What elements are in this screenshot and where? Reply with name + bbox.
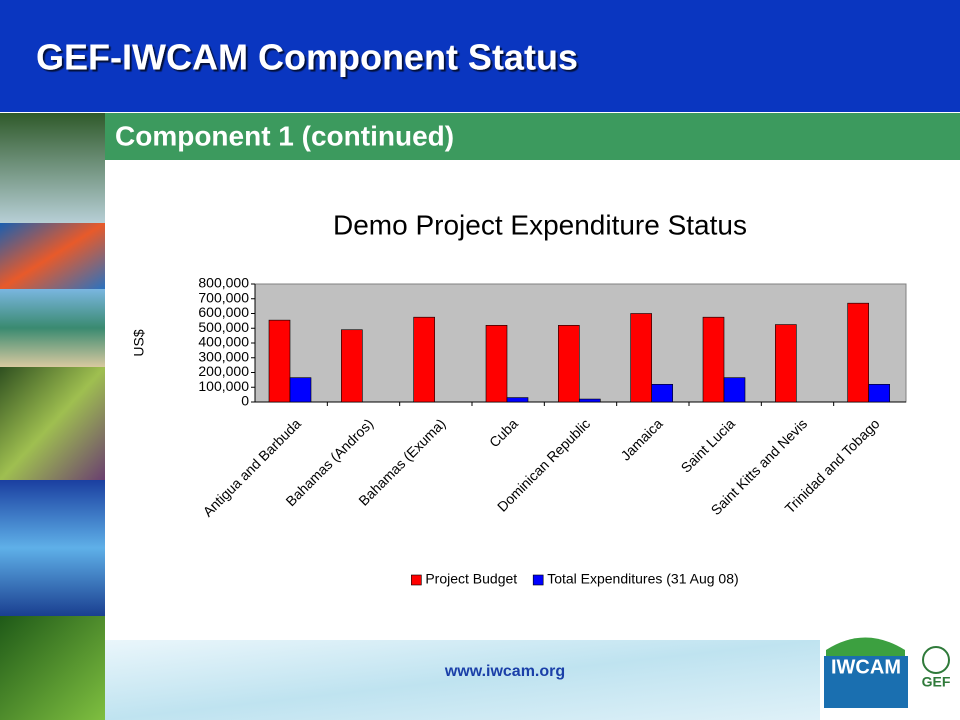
legend-swatch [411,574,422,586]
bar [775,324,797,403]
y-tick-label: 0 [241,393,249,409]
legend-label: Total Expenditures (31 Aug 08) [547,571,738,587]
bar [506,397,529,403]
y-tick-label: 300,000 [198,348,249,364]
bar [723,377,746,403]
y-axis-label: US$ [131,329,147,356]
photo [0,367,105,480]
bar [413,316,435,403]
bar [341,329,363,403]
bar [630,313,652,403]
slide-title: GEF-IWCAM Component Status [36,37,578,78]
y-tick-label: 100,000 [198,378,249,394]
photo [0,113,105,223]
footer-band [105,640,820,720]
y-tick-label: 200,000 [198,363,249,379]
logo-arc [826,637,905,656]
logo-name: IWCAM [831,656,901,678]
bar [485,324,508,403]
legend-label: Project Budget [425,571,517,587]
subtitle-band [105,113,960,160]
logo-globe [922,646,950,674]
chart-title: Demo Project Expenditure Status [333,209,747,240]
bar [702,316,725,403]
photo [0,480,105,616]
logo: IWCAM GEF [820,632,960,720]
photo [0,289,105,367]
bar [651,383,673,403]
photo-strip [0,113,105,720]
footer-url: www.iwcam.org [444,663,565,680]
y-tick-label: 700,000 [198,289,249,305]
y-tick-label: 600,000 [198,304,249,320]
bar [268,319,291,403]
bar [868,383,890,403]
logo-box [824,656,908,708]
logo-partner: GEF [922,674,951,690]
slide-subtitle: Component 1 (continued) [115,120,454,151]
photo [0,616,105,720]
legend-swatch [532,574,544,586]
bar [579,398,601,403]
bar [847,302,869,403]
bar [558,324,580,403]
legend: Project Budget Total Expenditures (31 Aug… [411,571,739,587]
y-tick-label: 400,000 [198,334,249,350]
y-tick-label: 500,000 [198,319,249,335]
y-tick-label: 800,000 [198,275,249,291]
header-band [0,0,960,112]
bar [289,377,312,403]
photo [0,223,105,289]
